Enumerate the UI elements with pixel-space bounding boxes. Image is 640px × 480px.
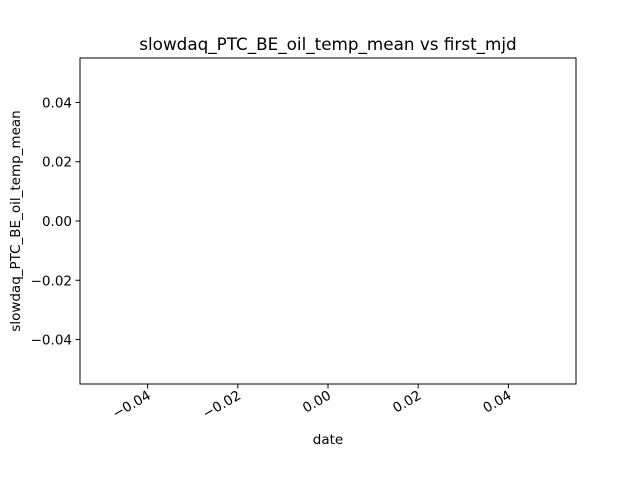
y-tick-label: 0.04 <box>42 95 72 111</box>
chart-title: slowdaq_PTC_BE_oil_temp_mean vs first_mj… <box>139 34 516 55</box>
x-axis-label: date <box>313 432 343 448</box>
y-tick-label: 0.02 <box>42 155 72 171</box>
y-axis-label: slowdaq_PTC_BE_oil_temp_mean <box>8 110 24 331</box>
y-tick-label: −0.04 <box>31 333 72 349</box>
y-axis-ticks: −0.04 −0.02 0.00 0.02 0.04 <box>31 95 80 349</box>
y-tick-label: −0.02 <box>31 273 72 289</box>
y-tick-label: 0.00 <box>42 214 72 230</box>
